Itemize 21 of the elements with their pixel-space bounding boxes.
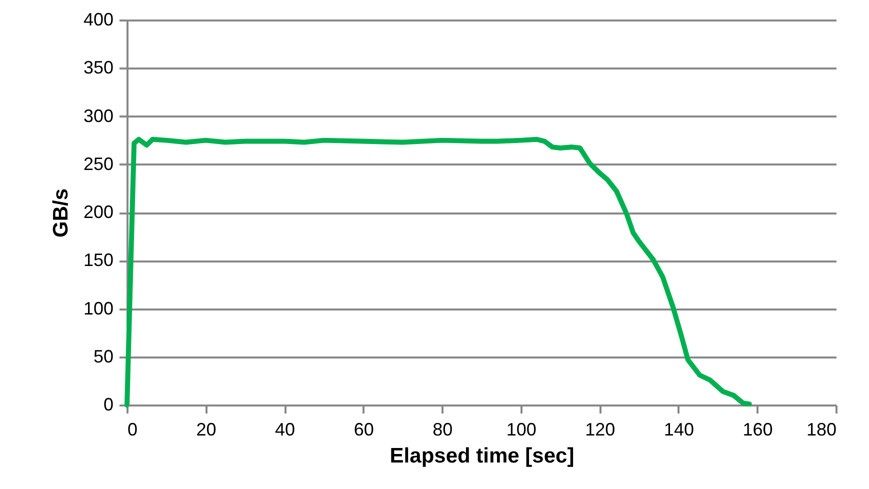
x-tick-label: 60 bbox=[354, 420, 374, 440]
x-tick-label: 0 bbox=[128, 420, 138, 440]
x-tick-label: 80 bbox=[432, 420, 453, 440]
y-tick-label: 50 bbox=[93, 346, 114, 366]
x-tick-label: 40 bbox=[275, 420, 296, 440]
x-tick-label: 20 bbox=[196, 420, 216, 440]
x-tick-label: 100 bbox=[506, 420, 536, 440]
y-tick-label: 150 bbox=[83, 250, 114, 270]
y-tick-label: 400 bbox=[83, 10, 114, 30]
y-tick-label: 200 bbox=[83, 202, 114, 222]
y-tick-label: 100 bbox=[83, 298, 114, 318]
y-tick-label: 300 bbox=[83, 106, 114, 126]
x-tick-label: 160 bbox=[742, 420, 773, 440]
x-tick-label: 140 bbox=[664, 420, 694, 440]
y-tick-label: 350 bbox=[83, 58, 114, 78]
y-tick-label: 250 bbox=[83, 154, 114, 174]
x-axis-title: Elapsed time [sec] bbox=[390, 444, 574, 468]
x-tick-label: 120 bbox=[585, 420, 616, 440]
y-tick-label: 0 bbox=[103, 394, 114, 414]
x-tick-label: 180 bbox=[806, 420, 836, 440]
y-axis-title: GB/s bbox=[49, 188, 72, 238]
